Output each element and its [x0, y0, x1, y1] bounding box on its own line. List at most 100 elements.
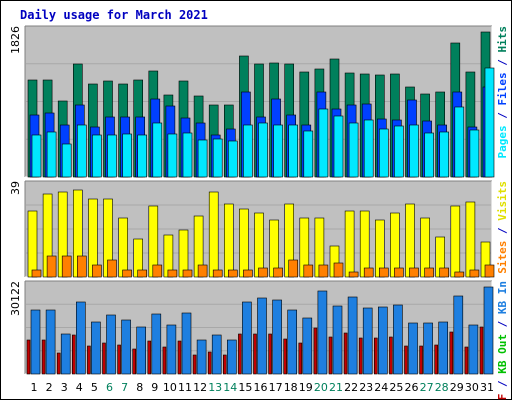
sites-bar: [107, 259, 117, 278]
pages-bar: [31, 134, 42, 178]
sites-bar: [61, 255, 72, 278]
legend-entry: Pages: [496, 125, 509, 158]
x-tick-label: 17: [269, 381, 283, 394]
pages-bar: [137, 134, 147, 178]
kbf-bar: [358, 337, 363, 375]
pages-bar: [303, 130, 314, 178]
sites-bar: [92, 264, 102, 278]
kbf-bar: [343, 332, 348, 375]
sites-bar: [122, 269, 132, 278]
visits-bar: [239, 208, 249, 278]
sites-bar: [439, 267, 450, 278]
pages-bar: [212, 138, 223, 178]
kbf-bar: [56, 352, 61, 375]
pages-bar: [378, 128, 389, 178]
sites-bar: [212, 269, 223, 278]
kbf-bar: [177, 340, 182, 375]
pages-bar: [107, 134, 117, 178]
legend-entry: /: [496, 53, 509, 73]
sites-bar: [288, 259, 299, 278]
kbin-bar: [453, 295, 464, 375]
pages-bar: [394, 125, 404, 178]
kbin-bar: [211, 334, 222, 375]
kbin-bar: [60, 333, 71, 375]
y-max-label: 1826: [9, 26, 22, 54]
kbf-bar: [26, 339, 31, 375]
pages-bar: [484, 67, 495, 178]
sites-bar: [454, 271, 465, 278]
x-tick-label: 31: [480, 381, 494, 394]
y-max-label: 39: [9, 181, 22, 195]
pages-bar: [318, 108, 329, 178]
legend-entry: /: [496, 106, 509, 126]
sites-bar: [243, 269, 253, 278]
visits-bar: [359, 210, 370, 278]
pages-bar: [454, 106, 465, 178]
sites-bar: [228, 269, 238, 278]
sites-bar: [167, 269, 178, 278]
kbf-bar: [313, 327, 318, 375]
chart-title: Daily usage for March 2021: [20, 8, 208, 22]
sites-bar: [424, 267, 434, 278]
legend-entry: /: [496, 221, 509, 241]
sites-bar: [333, 262, 344, 278]
kbf-bar: [464, 346, 469, 375]
kbf-bar: [479, 326, 484, 375]
pages-bar: [92, 134, 102, 178]
sites-bar: [378, 267, 389, 278]
kbf-bar: [419, 345, 423, 375]
pages-bar: [197, 139, 208, 178]
legend-top: Pages / Files / Hits: [496, 26, 509, 159]
kbin-bar: [317, 290, 328, 375]
pages-bar: [228, 140, 238, 178]
kbf-bar: [434, 344, 439, 375]
pages-bar: [182, 132, 193, 178]
kbf-bar: [268, 333, 272, 375]
kbin-bar: [106, 314, 116, 375]
legend-bot: KB F / KB Out / KB In: [496, 281, 509, 400]
x-tick-label: 3: [61, 381, 68, 394]
x-tick-label: 6: [106, 381, 113, 394]
kbin-bar: [227, 339, 237, 375]
pages-bar: [409, 124, 419, 178]
kbf-bar: [132, 348, 136, 375]
x-tick-label: 15: [238, 381, 252, 394]
kbf-bar: [223, 354, 227, 375]
kbf-bar: [117, 344, 121, 375]
pages-bar: [61, 143, 72, 178]
x-tick-label: 9: [151, 381, 158, 394]
kbin-bar: [257, 297, 267, 375]
legend-entry: Hits: [496, 26, 509, 53]
x-tick-label: 5: [91, 381, 98, 394]
kbf-bar: [87, 345, 91, 375]
kbin-bar: [408, 322, 418, 375]
visits-bar: [27, 210, 38, 278]
kbin-bar: [302, 317, 313, 375]
sites-bar: [46, 255, 57, 278]
visits-bar: [344, 210, 355, 278]
sites-bar: [469, 269, 480, 278]
sites-bar: [77, 255, 87, 278]
kbin-bar: [91, 321, 101, 375]
kbf-bar: [207, 351, 212, 375]
x-tick-label: 27: [420, 381, 434, 394]
sites-bar: [273, 267, 283, 278]
kbin-bar: [196, 339, 207, 375]
pages-bar: [439, 131, 450, 178]
kbin-bar: [45, 309, 56, 375]
kbf-bar: [162, 346, 167, 375]
kbin-bar: [30, 309, 41, 375]
kbin-bar: [377, 306, 388, 375]
kbf-bar: [253, 333, 257, 375]
x-tick-label: 11: [178, 381, 192, 394]
x-tick-label: 20: [314, 381, 328, 394]
x-tick-label: 8: [136, 381, 143, 394]
sites-bar: [303, 264, 314, 278]
x-tick-label: 4: [76, 381, 83, 394]
x-tick-label: 18: [284, 381, 298, 394]
visits-bar: [118, 217, 128, 278]
pages-bar: [77, 124, 87, 178]
sites-bar: [152, 264, 163, 278]
kbf-bar: [328, 336, 333, 375]
y-max-label: 30122: [9, 281, 22, 316]
